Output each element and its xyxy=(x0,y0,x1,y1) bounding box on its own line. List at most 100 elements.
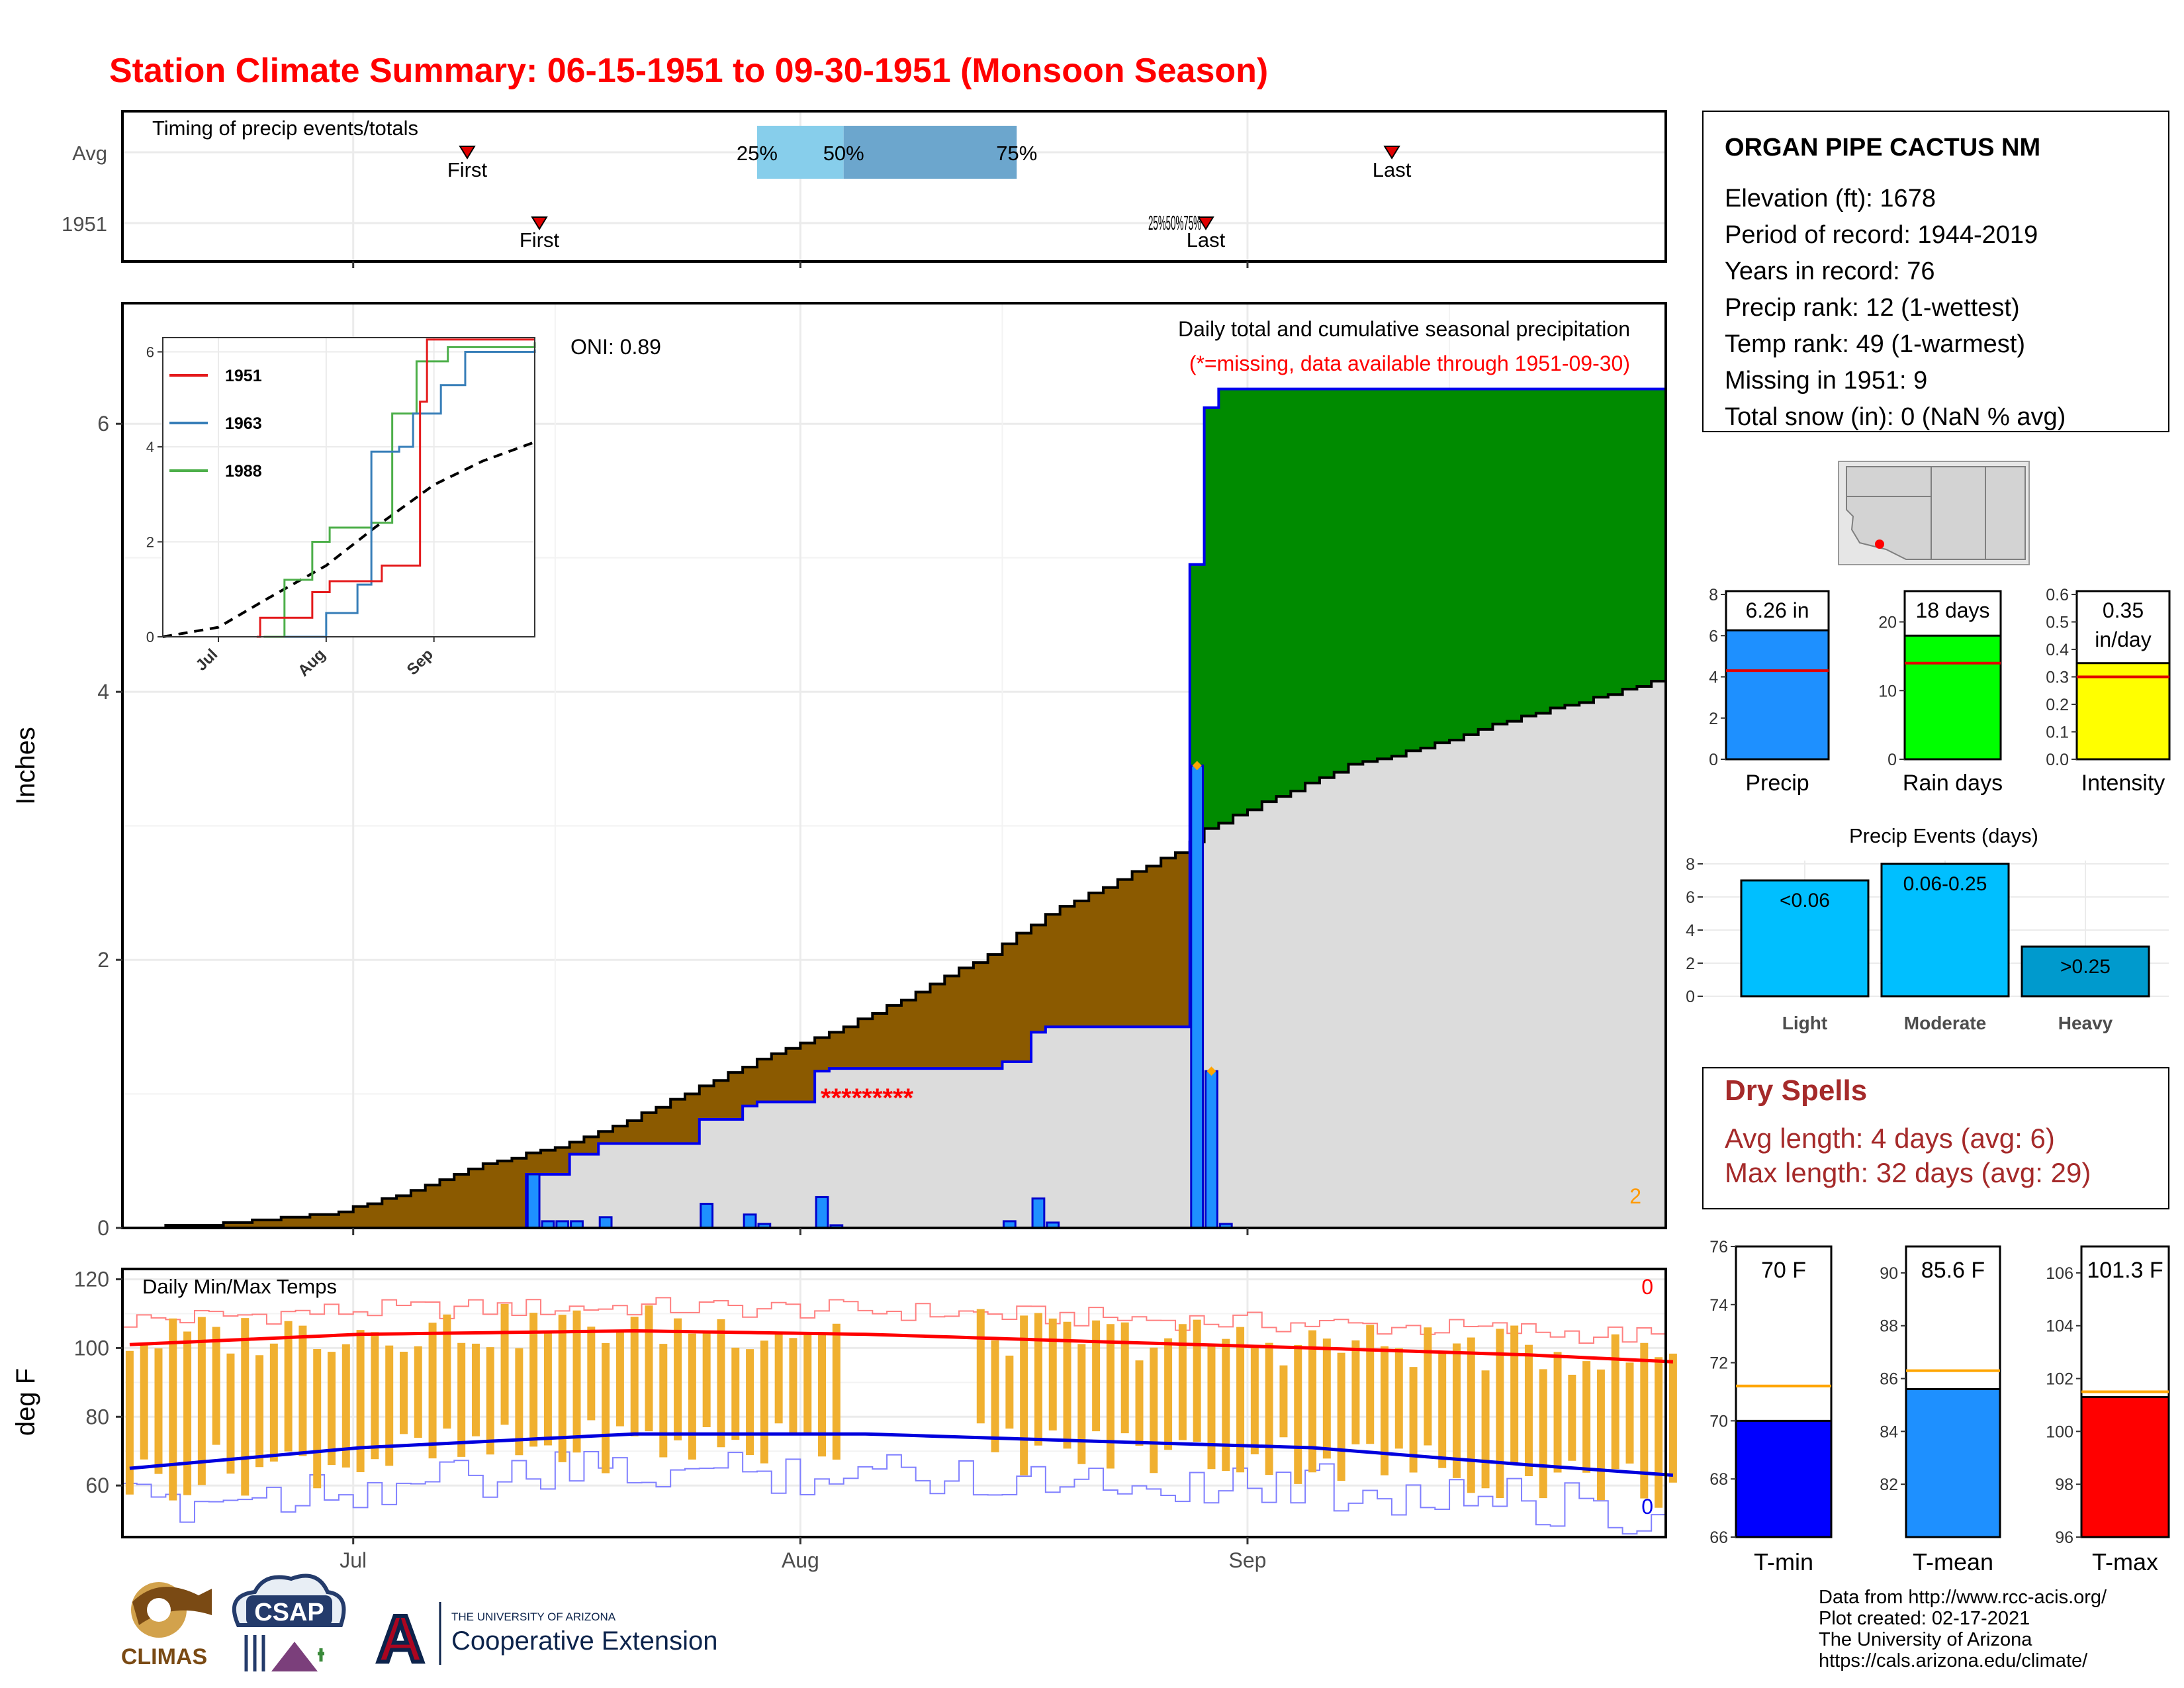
timing-p25-label: 25% xyxy=(737,142,778,165)
map-state-lines xyxy=(1846,467,1986,559)
dry-spells-frame xyxy=(1702,1067,2169,1209)
temp-label: Daily Min/Max Temps xyxy=(142,1275,337,1298)
temp-y-tick-label: 60 xyxy=(85,1474,109,1497)
timing-iqr-high xyxy=(843,126,1017,179)
summary-bars: 6.26 in Precip 0 2 4 6 8 18 days Rain days 0 10 20 0… xyxy=(1709,586,2171,796)
event-category-label: Moderate xyxy=(1904,1013,1986,1033)
rain-days-summary-value: 18 days xyxy=(1915,598,1989,622)
tmin-summary-label: T-min xyxy=(1754,1548,1813,1575)
inset-series-line xyxy=(162,440,535,638)
tmax-summary-tick-label: 98 xyxy=(2055,1476,2073,1494)
event-category-label: Heavy xyxy=(2058,1013,2113,1033)
daily-precip-bars xyxy=(526,761,1233,1229)
tmax-summary-tick-label: 96 xyxy=(2055,1528,2073,1547)
missing-marks: ********* xyxy=(821,1084,914,1113)
intensity-summary-label: Intensity xyxy=(2081,771,2165,796)
precip-summary-tick-label: 6 xyxy=(1709,627,1718,645)
intensity-summary: 0.35 in/day Intensity 0.0 0.1 0.2 0.3 0.4 0.5 0.6 xyxy=(2046,586,2171,796)
y-tick-label: 6 xyxy=(97,412,109,436)
avg-first-label: First xyxy=(447,158,488,181)
precip-y-axis: 0 2 4 6 xyxy=(97,412,122,1240)
record-max-line xyxy=(122,1297,1666,1344)
y1951-percentile-labels: 25%50%75% xyxy=(1148,211,1201,234)
rain-days-summary-tick-label: 20 xyxy=(1878,614,1897,632)
precip-summary: 6.26 in Precip 0 2 4 6 8 xyxy=(1709,586,1830,796)
precip-events-chart: Precip Events (days) <0.06 Light 0.06-0.25… xyxy=(1686,824,2169,1033)
inset-border xyxy=(162,337,535,637)
csap-logo-text: CSAP xyxy=(254,1599,324,1626)
dry-spells-box: Dry Spells Avg length: 4 days (avg: 6) M… xyxy=(1702,1067,2169,1209)
inset-y-tick-label: 2 xyxy=(146,534,154,551)
events-y-tick-label: 4 xyxy=(1686,921,1695,940)
tmax-summary-value: 101.3 F xyxy=(2087,1258,2163,1283)
daily-precip-bar xyxy=(815,1196,829,1229)
intensity-summary-tick-label: 0.0 xyxy=(2046,751,2069,769)
x-tick-label: Jul xyxy=(340,1548,367,1572)
tmax-summary-tick-label: 102 xyxy=(2046,1370,2073,1389)
ua-logo: A THE UNIVERSITY OF ARIZONA Cooperative … xyxy=(375,1600,718,1678)
credit-line-1: Data from http://www.rcc-acis.org/ xyxy=(1819,1587,2107,1608)
location-map xyxy=(1838,461,2030,565)
climas-logo-text: CLIMAS xyxy=(121,1644,207,1669)
avg-last-label: Last xyxy=(1373,158,1412,181)
temp-count-top: 0 xyxy=(1641,1275,1653,1299)
x-axis: Jul Aug Sep xyxy=(340,261,1266,1572)
y-tick-label: 4 xyxy=(97,680,109,704)
inset-series-line xyxy=(284,349,536,638)
tmin-summary-tick-label: 66 xyxy=(1709,1528,1728,1547)
inset-legend-label: 1988 xyxy=(225,462,262,481)
y1951-last-label: Last xyxy=(1187,228,1226,252)
events-y-tick-label: 2 xyxy=(1686,955,1695,973)
events-title: Precip Events (days) xyxy=(1849,824,2038,847)
tmax-summary-label: T-max xyxy=(2092,1548,2158,1575)
dry-spells-max: Max length: 32 days (avg: 29) xyxy=(1725,1157,2091,1188)
temp-y-label: deg F xyxy=(11,1368,40,1436)
timing-p75-label: 75% xyxy=(996,142,1037,165)
event-bar xyxy=(2021,945,2150,998)
page-title: Station Climate Summary: 06-15-1951 to 0… xyxy=(109,52,1268,90)
station-box-frame xyxy=(1702,111,2169,432)
precip-summary-tick-label: 2 xyxy=(1709,710,1718,728)
tmax-summary-tick-label: 100 xyxy=(2046,1423,2073,1441)
tmean-summary-tick-label: 84 xyxy=(1880,1423,1898,1441)
station-line-7: Total snow (in): 0 (NaN % avg) xyxy=(1725,403,2066,431)
y1951-first-marker xyxy=(531,216,548,230)
daily-precip-bar xyxy=(526,1173,541,1229)
tmean-summary-tick-label: 88 xyxy=(1880,1317,1898,1336)
tmin-summary-value: 70 F xyxy=(1761,1258,1806,1283)
event-range-label: 0.06-0.25 xyxy=(1903,873,1987,895)
rain-days-summary-tick-label: 0 xyxy=(1888,751,1897,769)
intensity-summary-tick-label: 0.5 xyxy=(2046,614,2069,632)
rain-days-summary-label: Rain days xyxy=(1903,771,2003,796)
inset-frame xyxy=(163,338,535,637)
precip-panel-border xyxy=(121,302,1667,1229)
precip-y-label: Inches xyxy=(11,727,40,805)
daily-temp-bars xyxy=(125,1303,1677,1508)
avg-min-line xyxy=(129,1432,1674,1477)
precip-summary-bar xyxy=(1725,629,1830,761)
timing-panel: Timing of precip events/totals Avg 1951 … xyxy=(62,110,1667,263)
credit-line-3: The University of Arizona xyxy=(1819,1629,2032,1650)
tmin-summary-tick-label: 72 xyxy=(1709,1354,1728,1373)
station-line-3: Years in record: 76 xyxy=(1725,258,1935,285)
rain-days-summary-bar xyxy=(1903,634,2002,761)
cumulative-avg-step-line xyxy=(122,678,1667,1229)
event-category-label: Light xyxy=(1782,1013,1827,1033)
tmin-summary-tick-label: 70 xyxy=(1709,1412,1728,1430)
station-line-6: Missing in 1951: 9 xyxy=(1725,367,1927,395)
daily-precip-bar xyxy=(1190,765,1205,1229)
climas-logo: CLIMAS xyxy=(121,1582,212,1669)
tmean-summary-label: T-mean xyxy=(1913,1548,1993,1575)
timing-label: Timing of precip events/totals xyxy=(152,117,418,140)
tmax-summary-tick-label: 106 xyxy=(2046,1264,2073,1283)
missing-note: (*=missing, data available through 1951-… xyxy=(1189,352,1630,375)
inset-y-tick-label: 0 xyxy=(146,629,154,645)
y1951-last-marker xyxy=(1197,216,1214,230)
ua-block-a: A xyxy=(377,1602,424,1676)
intensity-summary-tick-label: 0.3 xyxy=(2046,669,2069,687)
temp-y-tick-label: 120 xyxy=(74,1268,109,1291)
tmean-summary-bar xyxy=(1905,1388,2001,1538)
y1951-first-label: First xyxy=(520,228,560,252)
event-bar xyxy=(1880,863,2010,998)
